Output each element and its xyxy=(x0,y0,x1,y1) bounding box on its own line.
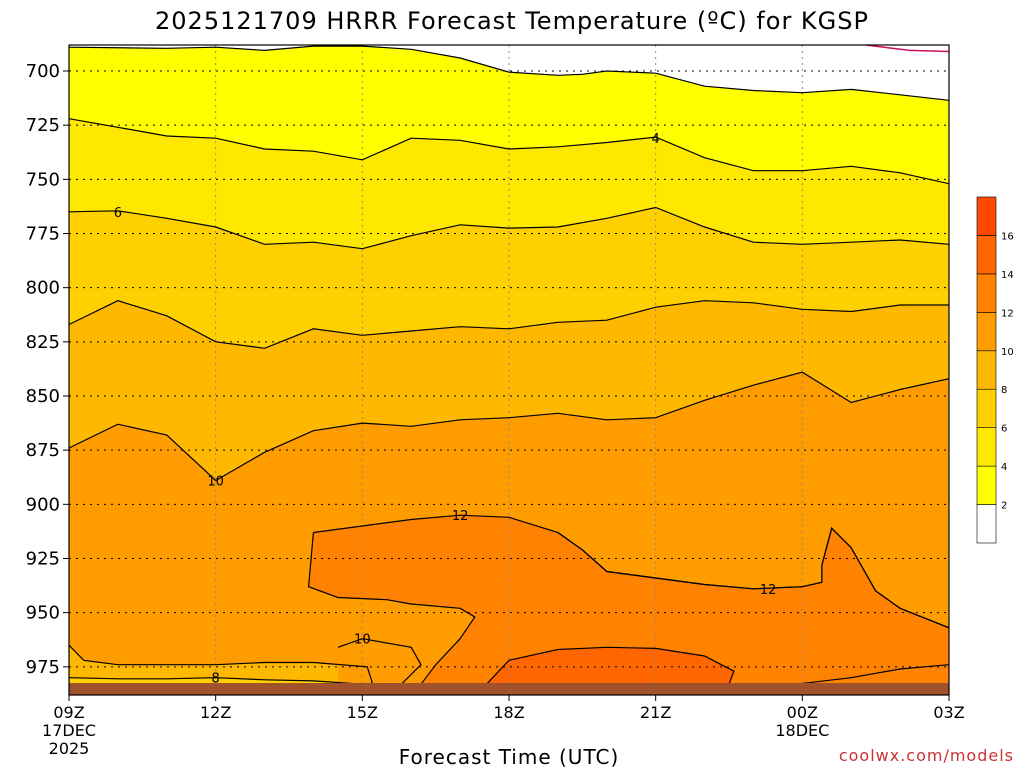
colorbar-swatch xyxy=(976,235,997,275)
band-below-2 xyxy=(69,45,949,101)
isotherm-line xyxy=(69,206,949,250)
x-tick-label: 12Z xyxy=(200,703,231,722)
colorbar-tick-label: 2 xyxy=(1001,501,1007,512)
isotherm-line xyxy=(69,677,363,685)
isotherm-line xyxy=(69,45,949,101)
colorbar-swatch xyxy=(976,273,997,313)
colorbar-tick-label: 8 xyxy=(1001,385,1007,396)
x-tick-sublabel: 18DEC xyxy=(775,721,829,740)
y-tick-label: 750 xyxy=(26,169,60,190)
y-tick-label: 800 xyxy=(26,278,60,299)
isotherm-contours xyxy=(69,45,949,695)
x-tick-sublabel: 17DEC xyxy=(42,721,96,740)
isotherm-line xyxy=(337,638,422,685)
extra-line xyxy=(865,45,949,53)
colorbar-tick-label: 6 xyxy=(1001,424,1007,435)
colorbar-swatch xyxy=(976,465,997,505)
x-tick-label: 00Z xyxy=(787,703,818,722)
credit-link[interactable]: coolwx.com/models xyxy=(839,746,1014,765)
y-tick-label: 725 xyxy=(26,115,60,136)
y-tick-label: 950 xyxy=(26,603,60,624)
x-tick-label: 03Z xyxy=(933,703,964,722)
plot-area: 4 6 10 12 12 10 8 xyxy=(68,44,950,696)
isotherm-line xyxy=(557,527,949,629)
colorbar-swatch xyxy=(976,312,997,352)
chart-title: 2025121709 HRRR Forecast Temperature (ºC… xyxy=(155,7,869,35)
contour-label: 8 xyxy=(212,672,220,687)
y-axis: 700 725 750 775 800 825 850 875 900 925 950 975 xyxy=(26,61,69,678)
contour-label: 10 xyxy=(207,475,224,490)
x-axis-label: Forecast Time (UTC) xyxy=(399,745,620,768)
contour-label: 4 xyxy=(652,132,660,147)
colorbar: 2 4 6 8 10 12 14 16 xyxy=(976,196,1014,544)
colorbar-tick-label: 4 xyxy=(1001,462,1007,473)
y-tick-label: 775 xyxy=(26,224,60,245)
isotherm-line xyxy=(307,532,476,685)
y-tick-label: 975 xyxy=(26,657,60,678)
contour-labels: 4 6 10 12 12 10 8 xyxy=(114,132,777,687)
y-tick-label: 925 xyxy=(26,549,60,570)
band-12-14 xyxy=(308,515,949,695)
colorbar-swatch xyxy=(976,196,997,236)
contour-label: 12 xyxy=(452,509,469,524)
colorbar-swatch xyxy=(976,350,997,390)
terrain-band xyxy=(69,683,949,695)
isotherm-line xyxy=(484,646,735,687)
contour-label: 12 xyxy=(760,583,777,598)
isotherm-line xyxy=(69,118,949,185)
isotherm-line xyxy=(777,664,949,687)
colorbar-swatch xyxy=(976,388,997,428)
x-tick-sublabel: 2025 xyxy=(49,739,90,758)
colorbar-tick-label: 14 xyxy=(1001,270,1014,281)
x-tick-label: 21Z xyxy=(640,703,671,722)
colorbar-tick-label: 10 xyxy=(1001,347,1014,358)
isotherm-line xyxy=(69,644,373,695)
isotherm-line xyxy=(69,371,949,482)
y-tick-label: 850 xyxy=(26,386,60,407)
contour-label: 6 xyxy=(114,206,122,221)
y-tick-label: 900 xyxy=(26,494,60,515)
band-surface-10-12 xyxy=(337,638,421,695)
x-tick-label: 18Z xyxy=(493,703,524,722)
isotherm-line xyxy=(69,300,949,349)
y-tick-label: 700 xyxy=(26,61,60,82)
colorbar-tick-label: 12 xyxy=(1001,308,1014,319)
colorbar-swatch xyxy=(976,427,997,467)
y-tick-label: 825 xyxy=(26,332,60,353)
colorbar-swatch xyxy=(976,504,997,544)
x-tick-label: 15Z xyxy=(347,703,378,722)
colorbar-tick-label: 16 xyxy=(1001,231,1014,242)
y-tick-label: 875 xyxy=(26,440,60,461)
contour-label: 10 xyxy=(354,633,371,648)
x-tick-label: 09Z xyxy=(53,703,84,722)
